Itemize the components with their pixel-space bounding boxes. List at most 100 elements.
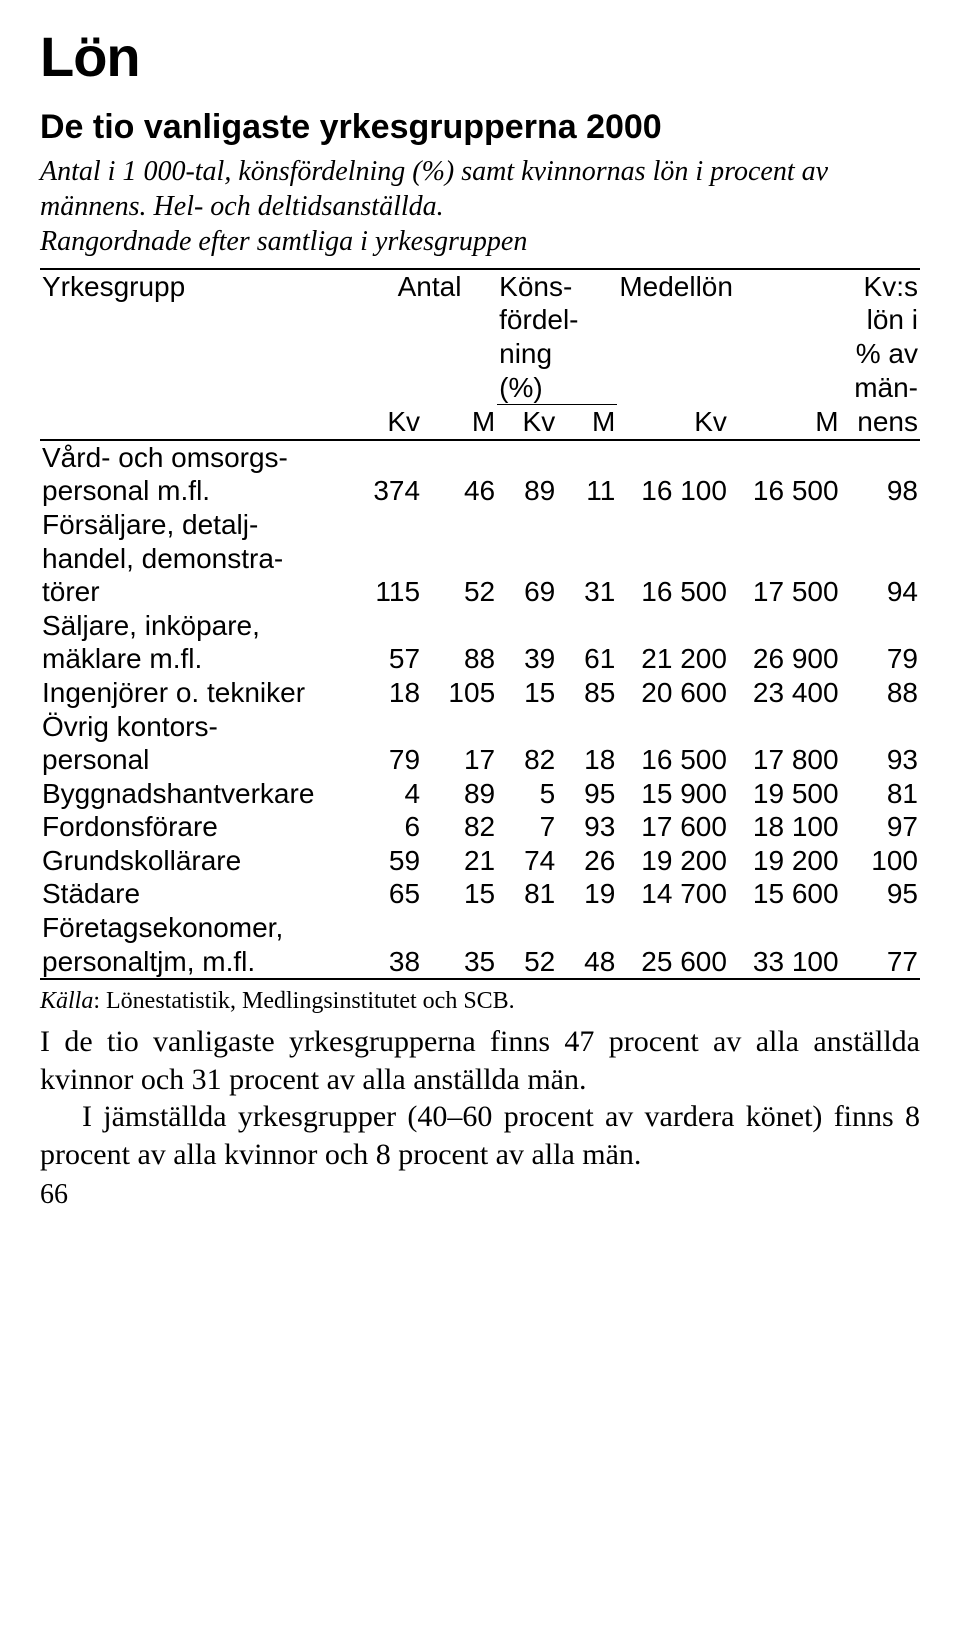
row-label: personal xyxy=(40,743,362,777)
row-label: personaltjm, m.fl. xyxy=(40,945,362,980)
cell-med-m: 19 500 xyxy=(729,777,841,811)
cell-kons-kv: 82 xyxy=(497,743,557,777)
th-kvs-5: nens xyxy=(841,405,920,440)
cell-antal-m: 35 xyxy=(422,945,497,980)
cell-med-m: 17 500 xyxy=(729,575,841,609)
cell-med-kv: 20 600 xyxy=(617,676,729,710)
cell-antal-kv: 59 xyxy=(362,844,422,878)
cell-med-kv: 15 900 xyxy=(617,777,729,811)
page-number: 66 xyxy=(40,1179,920,1211)
cell-kons-kv: 5 xyxy=(497,777,557,811)
row-label: personal m.fl. xyxy=(40,474,362,508)
cell-pct: 100 xyxy=(841,844,920,878)
source-text: : Lönestatistik, Medlingsinstitutet och … xyxy=(93,988,514,1014)
cell-antal-m: 17 xyxy=(422,743,497,777)
cell-kons-m: 48 xyxy=(557,945,617,980)
cell-pct: 81 xyxy=(841,777,920,811)
cell-kons-m: 95 xyxy=(557,777,617,811)
cell-med-kv: 17 600 xyxy=(617,810,729,844)
cell-med-m: 33 100 xyxy=(729,945,841,980)
cell-antal-m: 88 xyxy=(422,642,497,676)
th-kvs-4: män- xyxy=(841,371,920,405)
row-label-part: Säljare, inköpare, xyxy=(40,609,920,643)
cell-kons-m: 93 xyxy=(557,810,617,844)
th-medellon: Medellön xyxy=(617,269,840,405)
cell-med-m: 15 600 xyxy=(729,877,841,911)
cell-kons-kv: 39 xyxy=(497,642,557,676)
cell-kons-kv: 69 xyxy=(497,575,557,609)
row-label: Städare xyxy=(40,877,362,911)
cell-antal-kv: 374 xyxy=(362,474,422,508)
subtitle: Antal i 1 000-tal, könsfördelning (%) sa… xyxy=(40,154,920,224)
cell-antal-kv: 79 xyxy=(362,743,422,777)
cell-med-kv: 16 500 xyxy=(617,575,729,609)
cell-med-m: 23 400 xyxy=(729,676,841,710)
cell-antal-m: 52 xyxy=(422,575,497,609)
cell-med-kv: 25 600 xyxy=(617,945,729,980)
th-yrkesgrupp: Yrkesgrupp xyxy=(40,269,362,440)
cell-kons-m: 26 xyxy=(557,844,617,878)
cell-antal-kv: 115 xyxy=(362,575,422,609)
th-kvs-1: Kv:s xyxy=(841,269,920,304)
row-label: Byggnadshantverkare xyxy=(40,777,362,811)
cell-kons-m: 31 xyxy=(557,575,617,609)
th-kons-m: M xyxy=(557,405,617,440)
cell-kons-kv: 7 xyxy=(497,810,557,844)
cell-antal-kv: 38 xyxy=(362,945,422,980)
cell-antal-m: 105 xyxy=(422,676,497,710)
th-kons-3: ning xyxy=(497,337,617,371)
source-label: Källa xyxy=(40,988,93,1014)
th-kons-2: fördel- xyxy=(497,303,617,337)
body-para-1: I de tio vanligaste yrkesgrupperna finns… xyxy=(40,1023,920,1098)
cell-med-kv: 16 500 xyxy=(617,743,729,777)
row-label: mäklare m.fl. xyxy=(40,642,362,676)
cell-kons-m: 19 xyxy=(557,877,617,911)
cell-med-kv: 16 100 xyxy=(617,474,729,508)
cell-kons-m: 85 xyxy=(557,676,617,710)
th-kvs-2: lön i xyxy=(841,303,920,337)
cell-kons-kv: 89 xyxy=(497,474,557,508)
row-label: Grundskollärare xyxy=(40,844,362,878)
th-kons-kv: Kv xyxy=(497,405,557,440)
cell-kons-m: 18 xyxy=(557,743,617,777)
cell-med-m: 19 200 xyxy=(729,844,841,878)
body-para-2: I jämställda yrkesgrupper (40–60 procent… xyxy=(40,1098,920,1173)
cell-kons-kv: 15 xyxy=(497,676,557,710)
th-antal-m: M xyxy=(422,405,497,440)
row-label-part: handel, demonstra- xyxy=(40,542,920,576)
th-kons-1: Köns- xyxy=(497,269,617,304)
th-antal: Antal xyxy=(362,269,497,405)
cell-med-kv: 21 200 xyxy=(617,642,729,676)
cell-antal-m: 15 xyxy=(422,877,497,911)
cell-kons-kv: 74 xyxy=(497,844,557,878)
page-title: Lön xyxy=(40,24,920,89)
th-med-m: M xyxy=(729,405,841,440)
th-med-kv: Kv xyxy=(617,405,729,440)
salary-table: Yrkesgrupp Antal Köns- Medellön Kv:s för… xyxy=(40,268,920,980)
source-line: Källa: Lönestatistik, Medlingsinstitutet… xyxy=(40,988,920,1015)
cell-med-m: 16 500 xyxy=(729,474,841,508)
row-label-part: Företagsekonomer, xyxy=(40,911,920,945)
ranking-note: Rangordnade efter samtliga i yrkesgruppe… xyxy=(40,226,920,258)
row-label: Ingenjörer o. tekniker xyxy=(40,676,362,710)
cell-pct: 77 xyxy=(841,945,920,980)
row-label: törer xyxy=(40,575,362,609)
cell-antal-m: 21 xyxy=(422,844,497,878)
cell-pct: 97 xyxy=(841,810,920,844)
row-label-part: Övrig kontors- xyxy=(40,710,920,744)
cell-antal-kv: 65 xyxy=(362,877,422,911)
cell-antal-m: 82 xyxy=(422,810,497,844)
cell-antal-kv: 6 xyxy=(362,810,422,844)
cell-kons-m: 11 xyxy=(557,474,617,508)
cell-antal-kv: 18 xyxy=(362,676,422,710)
th-antal-kv: Kv xyxy=(362,405,422,440)
cell-pct: 79 xyxy=(841,642,920,676)
cell-antal-kv: 4 xyxy=(362,777,422,811)
th-kvs-3: % av xyxy=(841,337,920,371)
cell-pct: 93 xyxy=(841,743,920,777)
cell-pct: 95 xyxy=(841,877,920,911)
cell-med-m: 26 900 xyxy=(729,642,841,676)
cell-antal-m: 46 xyxy=(422,474,497,508)
section-heading: De tio vanligaste yrkesgrupperna 2000 xyxy=(40,107,920,148)
cell-kons-kv: 81 xyxy=(497,877,557,911)
